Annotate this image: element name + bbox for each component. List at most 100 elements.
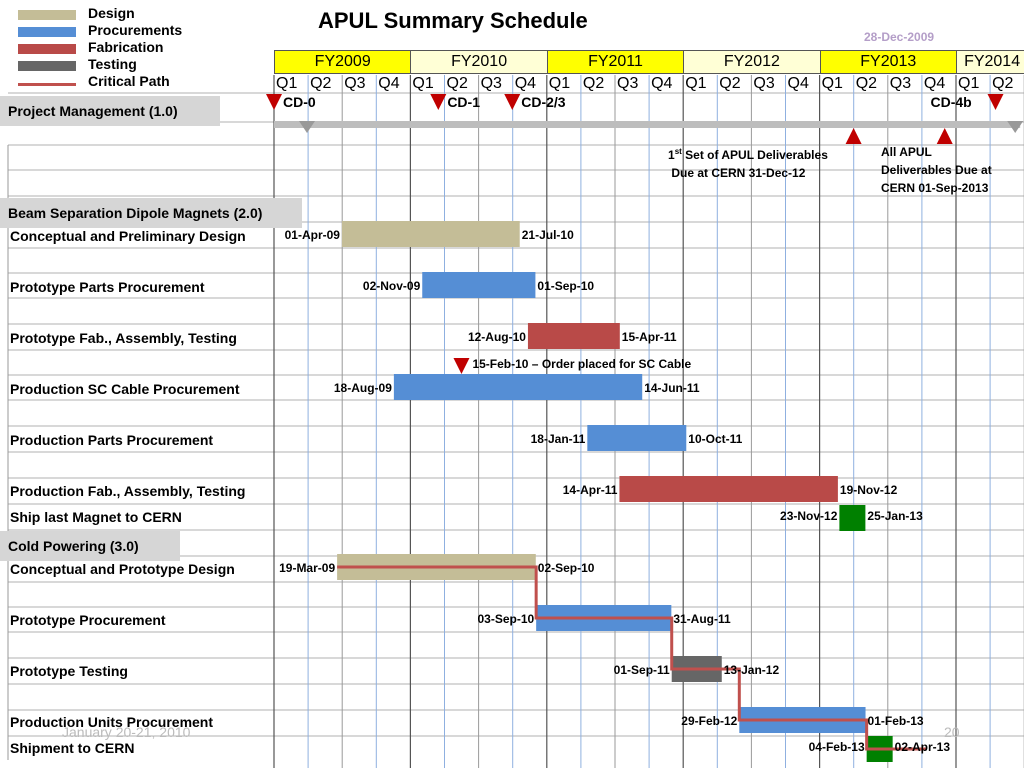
quarter-cell: Q2 <box>446 75 468 92</box>
milestone-marker <box>266 94 282 110</box>
legend-swatch <box>18 27 76 37</box>
task-name: Shipment to CERN <box>10 740 135 756</box>
task-end-date: 02-Sep-10 <box>537 561 595 575</box>
quarter-cell: Q3 <box>617 75 639 92</box>
legend-label: Critical Path <box>88 73 170 89</box>
task-bar <box>587 425 687 451</box>
quarter-cell: Q1 <box>548 75 571 92</box>
deliverable-note: All APUL Deliverables Due at CERN 01-Sep-2… <box>881 143 1021 197</box>
milestone-label: CD-1 <box>447 94 480 110</box>
task-end-date: 25-Jan-13 <box>867 509 923 523</box>
task-start-date: 19-Mar-09 <box>279 561 336 575</box>
quarter-cell: Q3 <box>344 75 366 92</box>
fiscal-year-cell: FY2009 <box>274 50 412 74</box>
task-start-date: 04-Feb-13 <box>808 740 865 754</box>
chart-title: APUL Summary Schedule <box>318 8 588 33</box>
quarter-cell: Q1 <box>958 75 980 92</box>
task-start-date: 03-Sep-10 <box>477 612 535 626</box>
fiscal-year-cell: FY2014 <box>956 50 1024 74</box>
task-name: Ship last Magnet to CERN <box>10 509 182 525</box>
deliverable-marker <box>845 128 862 144</box>
legend-swatch <box>18 83 76 86</box>
task-name: Prototype Testing <box>10 663 128 679</box>
task-name: Production Fab., Assembly, Testing <box>10 483 246 499</box>
deliverable-note-line: All APUL <box>881 145 932 159</box>
task-name: Conceptual and Preliminary Design <box>10 228 246 244</box>
task-start-date: 23-Nov-12 <box>780 509 838 523</box>
legend-label: Procurements <box>88 22 183 38</box>
fiscal-year-cell: FY2010 <box>410 50 548 74</box>
task-start-date: 29-Feb-12 <box>681 714 738 728</box>
fiscal-year-cell: FY2012 <box>683 50 821 74</box>
task-name: Prototype Fab., Assembly, Testing <box>10 330 237 346</box>
timeline-end-marker <box>1007 121 1024 133</box>
schedule-date: 28-Dec-2009 <box>864 30 935 44</box>
quarter-cell: Q4 <box>787 75 809 92</box>
task-name: Conceptual and Prototype Design <box>10 561 235 577</box>
milestone-marker <box>430 94 447 110</box>
deliverable-note-line: CERN 01-Sep-2013 <box>881 181 989 195</box>
quarter-cell: Q1 <box>821 75 843 92</box>
legend-label: Testing <box>88 56 137 72</box>
task-name: Prototype Procurement <box>10 612 166 628</box>
task-bar <box>527 323 620 349</box>
task-end-date: 01-Feb-13 <box>867 714 924 728</box>
deliverable-note-line: 1st Set of APUL Deliverables <box>668 147 828 162</box>
quarter-cell: Q4 <box>923 75 946 92</box>
task-start-date: 02-Nov-09 <box>362 279 421 293</box>
section-header: Cold Powering (3.0) <box>0 531 180 561</box>
task-start-date: 18-Aug-09 <box>333 381 392 395</box>
fiscal-year-cell: FY2013 <box>819 50 957 74</box>
legend-label: Design <box>88 5 135 21</box>
quarter-cell: Q2 <box>855 75 878 92</box>
quarter-cell: Q4 <box>514 75 537 92</box>
page-number: 20 <box>944 724 960 740</box>
milestone-label: CD-4b <box>930 94 972 110</box>
task-start-date: 01-Sep-11 <box>613 663 670 677</box>
milestone-marker <box>987 94 1004 110</box>
legend-swatch <box>18 44 76 54</box>
task-end-date: 15-Apr-11 <box>621 330 677 344</box>
section-header: Project Management (1.0) <box>0 96 220 126</box>
task-end-date: 14-Jun-11 <box>644 381 700 395</box>
deliverable-note: 1st Set of APUL Deliverables Due at CERN… <box>668 143 868 182</box>
task-start-date: 12-Aug-10 <box>467 330 526 344</box>
task-start-date: 18-Jan-11 <box>530 432 586 446</box>
task-name: Production SC Cable Procurement <box>10 381 240 397</box>
milestone-marker <box>504 94 521 110</box>
task-name: Production Units Procurement <box>10 714 214 730</box>
footer-date: January 20-21, 2010 <box>62 724 191 740</box>
task-end-date: 13-Jan-12 <box>723 663 780 677</box>
quarter-cell: Q3 <box>753 75 775 92</box>
ordinal-suffix: st <box>674 147 682 156</box>
task-name: Prototype Parts Procurement <box>10 279 205 295</box>
legend-swatch <box>18 61 76 71</box>
deliverable-note-line: Deliverables Due at <box>881 163 992 177</box>
task-name: Production Parts Procurement <box>10 432 214 448</box>
task-bar <box>839 505 866 531</box>
quarter-cell: Q1 <box>685 75 707 92</box>
legend-label: Fabrication <box>88 39 164 55</box>
task-bar <box>619 476 838 502</box>
task-end-date: 01-Sep-10 <box>537 279 595 293</box>
milestone-label: CD-0 <box>283 94 316 110</box>
quarter-cell: Q2 <box>582 75 605 92</box>
section-header: Beam Separation Dipole Magnets (2.0) <box>0 198 302 228</box>
deliverable-marker <box>936 128 953 144</box>
legend-swatch <box>18 10 76 20</box>
task-start-date: 14-Apr-11 <box>562 483 618 497</box>
quarter-cell: Q1 <box>276 75 298 92</box>
quarter-cell: Q3 <box>480 75 502 92</box>
order-marker <box>453 358 470 374</box>
quarter-cell: Q3 <box>889 75 912 92</box>
fiscal-year-cell: FY2011 <box>546 50 685 74</box>
timeline-start-marker <box>299 121 315 133</box>
quarter-cell: Q2 <box>992 75 1014 92</box>
task-start-date: 01-Apr-09 <box>284 228 340 242</box>
task-end-date: 19-Nov-12 <box>839 483 898 497</box>
quarter-cell: Q1 <box>412 75 434 92</box>
task-bar <box>422 272 536 298</box>
quarter-cell: Q4 <box>651 75 673 92</box>
task-end-date: 10-Oct-11 <box>688 432 743 446</box>
